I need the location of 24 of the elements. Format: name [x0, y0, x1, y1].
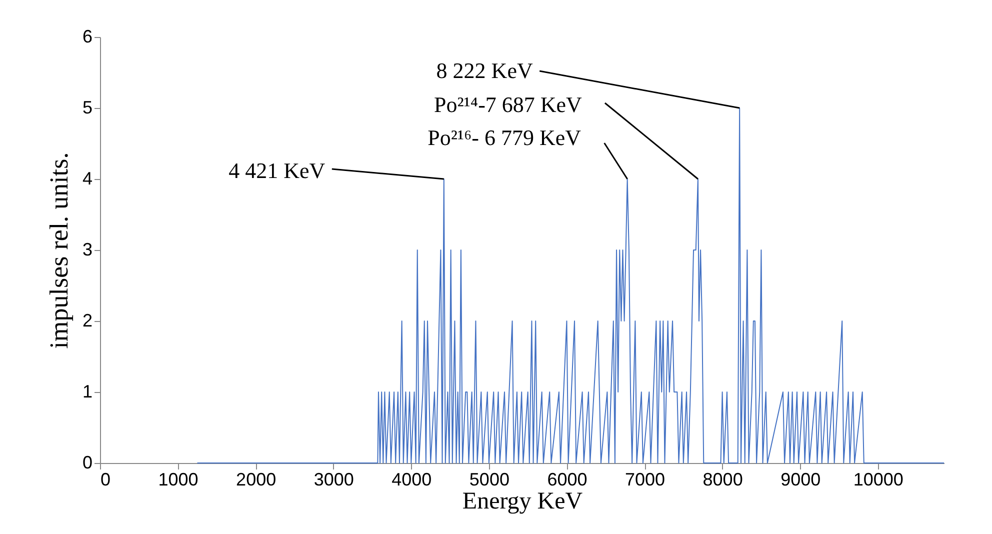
- x-tick-label: 2000: [236, 470, 276, 490]
- x-tick-label: 9000: [780, 470, 821, 490]
- x-axis-title: Energy KeV: [462, 488, 584, 514]
- y-tick-label: 4: [82, 168, 92, 188]
- x-tick-label: 4000: [392, 470, 432, 490]
- x-tick-label: 8000: [702, 470, 743, 490]
- annotation: 4 421 KeV: [228, 158, 326, 183]
- y-tick-label: 3: [82, 240, 92, 260]
- x-tick-label: 1000: [158, 470, 198, 490]
- y-tick-label: 6: [82, 26, 92, 46]
- x-tick-label: 10000: [853, 470, 904, 490]
- y-tick-label: 0: [82, 452, 92, 472]
- x-tick-label: 5000: [469, 470, 510, 490]
- x-tick-label: 3000: [314, 470, 354, 490]
- y-tick-label: 2: [82, 310, 92, 330]
- x-tick-label: 6000: [547, 470, 588, 490]
- x-tick-label: 7000: [624, 470, 666, 490]
- y-tick-label: 1: [82, 382, 92, 402]
- x-tick-label: 0: [100, 470, 111, 490]
- annotation: Po²¹⁶- 6 779 KeV: [428, 125, 582, 150]
- y-axis-title: impulses rel. units.: [44, 152, 74, 349]
- y-tick-label: 5: [82, 98, 92, 118]
- annotation: Po²¹⁴-7 687 KeV: [434, 92, 582, 117]
- annotation: 8 222 KeV: [436, 58, 533, 83]
